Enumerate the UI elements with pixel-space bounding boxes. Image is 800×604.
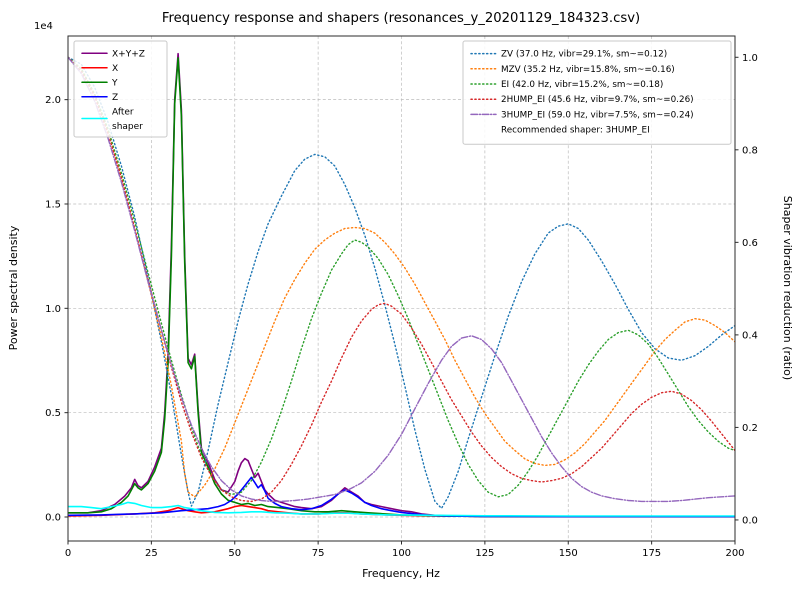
series-x-y-z [68, 52, 735, 518]
legend-item-label: X [112, 64, 118, 74]
y-right-tick-label: 0.6 [742, 238, 758, 249]
legend-item: MZV (35.2 Hz, vibr=15.8%, sm~=0.16) [470, 65, 675, 75]
x-tick-label: 100 [392, 548, 411, 559]
y-axis-label-right: Shaper vibration reduction (ratio) [781, 196, 794, 380]
legend-psd: X+Y+Z XYZ After shaper [73, 40, 168, 138]
x-tick-label: 50 [228, 548, 241, 559]
legend-item: After shaper [81, 107, 143, 132]
legend-item-label: EI (42.0 Hz, vibr=15.2%, sm~=0.18) [501, 80, 663, 90]
legend-item: X+Y+Z [81, 49, 145, 59]
legend-item-label: shaper [112, 122, 143, 132]
legend-item-label: X+Y+Z [112, 49, 145, 59]
legend-item: X [81, 64, 118, 74]
x-tick-label: 200 [725, 548, 744, 559]
series-ei [68, 56, 735, 498]
axes-ticks: 0 25 50 75 100 125 150 175 200 0.0 0.5 1.0 1.5 2.0 0.0… [45, 53, 758, 559]
legend-item-label: ZV (37.0 Hz, vibr=29.1%, sm~=0.12) [501, 50, 667, 60]
series-y [68, 57, 735, 518]
legend-item: Recommended shaper: 3HUMP_EI [501, 126, 650, 136]
legend-shapers-box [462, 40, 732, 145]
series-layer [68, 52, 735, 518]
legends: X+Y+Z XYZ After shaper ZV (37.0 Hz, vibr=29.… [73, 40, 732, 145]
series-3hump-ei [68, 56, 735, 503]
x-tick-label: 25 [145, 548, 158, 559]
legend-shapers: ZV (37.0 Hz, vibr=29.1%, sm~=0.12) MZV (3… [462, 40, 732, 145]
y-right-tick-label: 0.8 [742, 145, 758, 156]
x-tick-label: 175 [642, 548, 661, 559]
legend-item: Z [81, 93, 118, 103]
legend-item-label: 3HUMP_EI (59.0 Hz, vibr=7.5%, sm~=0.24) [501, 110, 694, 120]
legend-item: EI (42.0 Hz, vibr=15.2%, sm~=0.18) [470, 80, 663, 90]
y-right-tick-label: 0.4 [742, 330, 758, 341]
y-left-tick-label: 1.5 [45, 199, 61, 210]
legend-item-label: After [112, 107, 134, 117]
x-tick-label: 0 [65, 548, 71, 559]
chart-title: Frequency response and shapers (resonanc… [162, 11, 640, 26]
series-z [68, 476, 735, 518]
legend-item: 2HUMP_EI (45.6 Hz, vibr=9.7%, sm~=0.26) [470, 95, 694, 105]
legend-item: ZV (37.0 Hz, vibr=29.1%, sm~=0.12) [470, 50, 667, 60]
x-tick-label: 125 [475, 548, 494, 559]
x-tick-label: 75 [312, 548, 325, 559]
y-axis-offset-label: 1e4 [34, 21, 53, 32]
x-tick-label: 150 [559, 548, 578, 559]
legend-psd-box [73, 40, 168, 138]
y-left-tick-label: 1.0 [45, 304, 61, 315]
series-mzv [68, 56, 735, 498]
series-2hump-ei [68, 56, 735, 503]
y-axis-label-left: Power spectral density [7, 225, 20, 350]
legend-item: Y [81, 78, 118, 88]
y-left-tick-label: 0.5 [45, 408, 61, 419]
legend-item-label: Y [111, 78, 118, 88]
legend-item-label: 2HUMP_EI (45.6 Hz, vibr=9.7%, sm~=0.26) [501, 95, 694, 105]
legend-item-label: MZV (35.2 Hz, vibr=15.8%, sm~=0.16) [501, 65, 675, 75]
y-left-tick-label: 0.0 [45, 513, 61, 524]
legend-item-label: Recommended shaper: 3HUMP_EI [501, 126, 650, 136]
y-right-tick-label: 0.0 [742, 515, 758, 526]
legend-item-label: Z [112, 93, 118, 103]
x-axis-label: Frequency, Hz [362, 567, 440, 580]
y-right-tick-label: 0.2 [742, 423, 758, 434]
series-after-shaper [68, 501, 735, 517]
y-left-tick-label: 2.0 [45, 95, 61, 106]
y-right-tick-label: 1.0 [742, 53, 758, 64]
legend-item: 3HUMP_EI (59.0 Hz, vibr=7.5%, sm~=0.24) [470, 110, 694, 120]
